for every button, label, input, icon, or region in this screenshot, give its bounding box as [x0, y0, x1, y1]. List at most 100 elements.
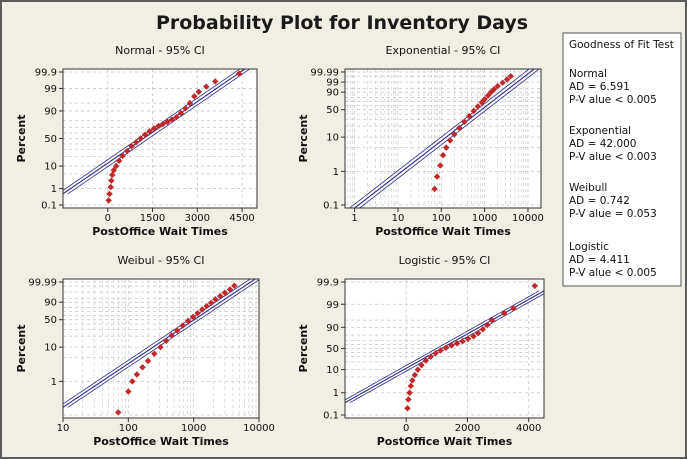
data-point [109, 171, 116, 179]
data-point [411, 371, 419, 379]
data-point [507, 72, 514, 80]
x-tick-label: 4000 [516, 423, 541, 434]
data-point [144, 357, 152, 365]
data-point [207, 299, 215, 307]
y-tick-label: 99.99 [28, 278, 57, 289]
data-point [422, 357, 430, 364]
y-tick-label: 50 [44, 315, 57, 326]
data-point [139, 364, 146, 371]
ci-band-upper [349, 293, 544, 404]
data-point [194, 310, 201, 317]
data-point [443, 144, 450, 151]
data-point [404, 405, 411, 412]
y-tick-label: 1 [51, 184, 57, 195]
data-point [406, 389, 413, 396]
y-tick-label: 99.9 [317, 278, 339, 289]
x-axis-label: PostOffice Wait Times [93, 435, 229, 448]
y-axis-label: Percent [15, 114, 28, 162]
data-point [203, 83, 210, 90]
data-point [490, 86, 498, 93]
data-point [484, 92, 492, 99]
x-tick-label: 1 [351, 213, 357, 224]
y-axis-label: Percent [15, 324, 28, 372]
plot-content-exponential [345, 69, 541, 208]
legend-p-logistic: P-V alue < 0.005 [569, 267, 657, 279]
data-point [173, 113, 180, 121]
plot-content-weibull [63, 279, 259, 418]
data-point [137, 135, 144, 142]
legend-p-exponential: P-V alue < 0.003 [569, 151, 657, 163]
data-point [501, 310, 508, 317]
plot-content-logistic [345, 279, 544, 418]
data-point [439, 152, 447, 159]
data-point [221, 289, 229, 296]
x-tick-label: 3000 [185, 213, 210, 224]
data-point [474, 103, 482, 110]
y-tick-label: 90 [44, 106, 57, 117]
data-point [106, 190, 113, 198]
data-point [168, 332, 175, 339]
panel-normal: 0 1500 3000 4500 0.1 1 10 50 90 99 99.9 Normal - 95… [15, 44, 258, 238]
x-tick-label: 0 [105, 213, 111, 224]
data-point [146, 128, 153, 135]
x-tick-label: 100 [432, 213, 451, 224]
data-point [510, 305, 517, 312]
data-point [461, 118, 468, 126]
y-tick-label: 10 [326, 133, 339, 144]
data-point [456, 124, 463, 132]
data-point [133, 371, 141, 378]
data-point [531, 282, 539, 290]
data-point [189, 313, 197, 321]
y-tick-label: 1 [333, 388, 339, 399]
data-point [431, 185, 438, 193]
y-tick-label: 99.9 [35, 68, 57, 79]
y-tick-label: 0.1 [41, 201, 57, 212]
data-point [405, 396, 412, 403]
legend-name-logistic: Logistic [569, 241, 609, 253]
fit-line [353, 69, 536, 208]
panel-weibull: 10 100 1000 10000 1 10 50 90 99.99 Weibul - 95% C… [15, 254, 275, 448]
data-point [488, 316, 496, 324]
data-point [407, 382, 415, 390]
x-tick-label: 2000 [455, 423, 480, 434]
data-point [155, 122, 162, 130]
data-point [470, 107, 477, 115]
legend-frame [562, 32, 682, 287]
data-point [442, 344, 450, 351]
panel-title-exponential: Exponential - 95% CI [386, 44, 501, 57]
y-tick-label: 99 [326, 300, 339, 311]
y-tick-label: 10 [44, 162, 57, 173]
x-tick-label: 10 [57, 423, 70, 434]
data-point [128, 143, 135, 150]
plot-content-normal [63, 69, 257, 208]
data-point [433, 173, 441, 180]
y-tick-label: 0.1 [323, 201, 339, 212]
data-point [499, 79, 506, 86]
y-tick-label: 99.99 [310, 68, 339, 79]
y-tick-label: 90 [44, 298, 57, 309]
legend-ad-exponential: AD = 42.000 [569, 138, 636, 150]
data-point [481, 95, 488, 103]
data-point [159, 120, 167, 128]
y-tick-label: 99 [44, 84, 57, 95]
ci-band-lower [345, 290, 540, 401]
data-point [119, 152, 126, 160]
legend-ad-normal: AD = 6.591 [569, 81, 630, 93]
y-tick-label: 50 [44, 134, 57, 145]
x-tick-label: 4500 [229, 213, 254, 224]
data-point [465, 112, 473, 120]
plot-area-exponential [345, 69, 541, 208]
plot-frame-exponential [344, 68, 542, 209]
legend-box: Goodness of Fit Test Normal AD = 6.591 P… [562, 32, 682, 287]
y-tick-label: 90 [326, 323, 339, 334]
data-point [474, 330, 482, 337]
legend-p-normal: P-V alue < 0.005 [569, 94, 657, 106]
data-point [115, 409, 122, 416]
data-point [182, 105, 189, 112]
data-point [191, 93, 198, 100]
data-point [150, 125, 158, 132]
ci-band-lower [349, 69, 530, 208]
legend-ad-logistic: AD = 4.411 [569, 254, 630, 266]
data-point [151, 350, 158, 357]
